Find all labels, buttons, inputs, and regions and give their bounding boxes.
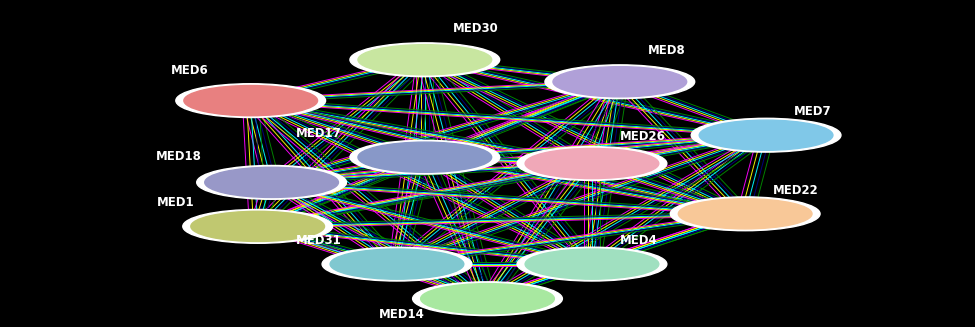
Circle shape — [553, 67, 686, 97]
Text: MED4: MED4 — [620, 234, 657, 247]
Circle shape — [699, 120, 833, 150]
Text: MED1: MED1 — [157, 196, 195, 209]
Circle shape — [545, 65, 695, 99]
Circle shape — [358, 45, 491, 75]
Circle shape — [205, 167, 338, 198]
Circle shape — [358, 142, 491, 172]
Text: MED8: MED8 — [647, 43, 685, 57]
Circle shape — [182, 210, 332, 243]
Text: MED30: MED30 — [452, 22, 498, 35]
Circle shape — [517, 146, 667, 181]
Circle shape — [176, 84, 326, 117]
Text: MED7: MED7 — [794, 105, 832, 118]
Circle shape — [197, 165, 346, 199]
Circle shape — [331, 249, 464, 279]
Circle shape — [350, 140, 500, 174]
Text: MED18: MED18 — [156, 150, 202, 164]
Text: MED14: MED14 — [379, 308, 425, 321]
Circle shape — [191, 211, 325, 241]
Circle shape — [526, 148, 659, 179]
Text: MED22: MED22 — [773, 183, 819, 197]
Circle shape — [679, 199, 812, 229]
Circle shape — [526, 249, 659, 279]
Circle shape — [184, 86, 318, 116]
Circle shape — [670, 197, 820, 231]
Circle shape — [322, 247, 472, 281]
Text: MED26: MED26 — [620, 130, 666, 143]
Circle shape — [517, 247, 667, 281]
Text: MED31: MED31 — [295, 234, 341, 247]
Circle shape — [420, 284, 555, 314]
Circle shape — [691, 118, 841, 152]
Text: MED17: MED17 — [295, 127, 341, 140]
Text: MED6: MED6 — [172, 64, 209, 77]
Circle shape — [412, 282, 563, 316]
Circle shape — [350, 43, 500, 77]
